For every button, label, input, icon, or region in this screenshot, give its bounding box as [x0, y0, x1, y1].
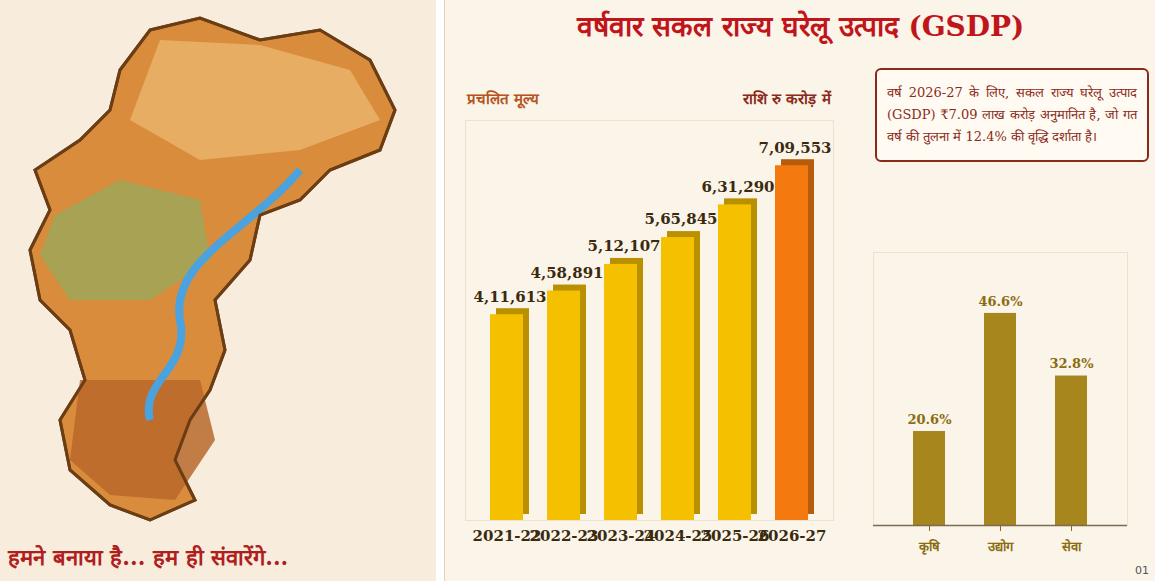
html-text:वर्षवार सकल राज्य घरेलू उत्पाद: वर्षवार सकल राज्य घरेलू उत्पाद (GSDP) [576, 10, 1025, 43]
svg-text:7,09,553: 7,09,553 [758, 139, 831, 157]
svg-text:4,11,613: 4,11,613 [473, 287, 546, 305]
svg-text:2025-26: 2025-26 [700, 527, 770, 546]
svg-text:2026-27: 2026-27 [758, 527, 827, 545]
svg-text:46.6%: 46.6% [978, 294, 1023, 309]
html-text:हमने बनाया है... हम ही संवारें: हमने बनाया है... हम ही संवारेंगे... [8, 544, 289, 570]
svg-text:20.6%: 20.6% [907, 412, 952, 427]
svg-text:4,58,891: 4,58,891 [530, 264, 603, 282]
svg-text:5,65,845: 5,65,845 [644, 210, 717, 228]
svg-text:2024-25: 2024-25 [643, 527, 713, 546]
svg-text:सेवा: सेवा [1061, 539, 1082, 554]
svg-text:5,12,107: 5,12,107 [587, 237, 660, 255]
svg-text:2022-23: 2022-23 [529, 527, 599, 546]
html-text:राशि रु करोड़ में: राशि रु करोड़ में [743, 90, 831, 108]
html-text:प्रचलित मूल्य: प्रचलित मूल्य [467, 90, 540, 108]
svg-text:2021-22: 2021-22 [472, 527, 542, 546]
svg-text:उद्योग: उद्योग [987, 539, 1014, 554]
svg-text:कृषि: कृषि [918, 539, 940, 555]
html-text:01: 01 [1135, 564, 1149, 577]
svg-text:2023-24: 2023-24 [586, 527, 656, 546]
html-text:वर्ष 2026-27 के लिए, सकल राज्य: वर्ष 2026-27 के लिए, सकल राज्य घरेलू उत्… [887, 85, 1137, 145]
svg-text:6,31,290: 6,31,290 [701, 178, 774, 196]
svg-text:32.8%: 32.8% [1049, 356, 1094, 371]
